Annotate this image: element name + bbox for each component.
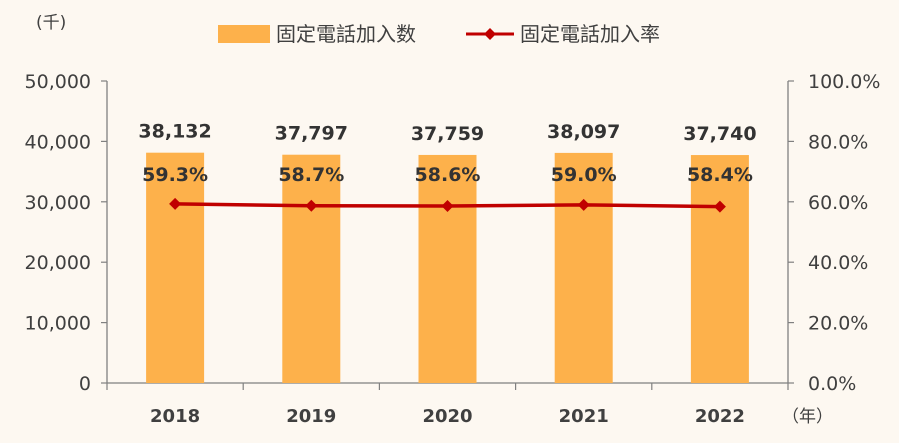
- line-value-label: 59.0%: [551, 164, 617, 186]
- right-axis-tick-label: 80.0%: [808, 131, 868, 153]
- legend-bar-label: 固定電話加入数: [276, 22, 416, 46]
- left-axis-tick-label: 20,000: [25, 252, 91, 274]
- bar-value-label: 37,797: [275, 123, 348, 145]
- bar-value-label: 37,740: [683, 123, 756, 145]
- left-axis-tick-label: 30,000: [25, 192, 91, 214]
- line-value-label: 58.6%: [415, 164, 481, 186]
- right-axis-tick-label: 100.0%: [808, 71, 880, 93]
- right-axis-tick-label: 60.0%: [808, 192, 868, 214]
- x-axis-unit-label: （年）: [782, 407, 833, 427]
- line-point: [169, 197, 182, 210]
- bar: [418, 154, 477, 383]
- bar: [690, 155, 749, 383]
- bar-value-label: 38,132: [138, 121, 211, 143]
- plot-area: 0 10,000 20,000 30,000 40,000 50,000 0.0% 20.0%…: [25, 71, 881, 427]
- bar: [282, 154, 341, 383]
- bar: [146, 152, 205, 383]
- line-value-label: 59.3%: [142, 164, 208, 186]
- line-point: [577, 198, 590, 211]
- left-axis-tick-label: 0: [79, 373, 91, 395]
- legend-line-label: 固定電話加入率: [520, 22, 660, 46]
- x-axis-category-label: 2018: [150, 406, 200, 427]
- line-value-label: 58.4%: [687, 164, 753, 186]
- legend-bar-swatch: [218, 25, 270, 43]
- bar-value-label: 37,759: [411, 123, 484, 145]
- left-axis-tick-label: 40,000: [25, 131, 91, 153]
- x-axis-category-label: 2019: [286, 406, 336, 427]
- legend-line-marker: [484, 28, 496, 40]
- line-point: [713, 200, 726, 213]
- x-axis-category-label: 2021: [559, 406, 609, 427]
- left-axis-tick-label: 50,000: [25, 71, 91, 93]
- line-value-label: 58.7%: [278, 164, 344, 186]
- x-axis-category-label: 2020: [422, 406, 472, 427]
- left-axis-tick-label: 10,000: [25, 313, 91, 335]
- bar-value-label: 38,097: [547, 121, 620, 143]
- bar: [554, 152, 613, 383]
- line-point: [305, 199, 318, 212]
- right-axis-tick-label: 40.0%: [808, 252, 868, 274]
- line-point: [441, 200, 454, 213]
- right-axis-tick-label: 20.0%: [808, 313, 868, 335]
- left-axis-unit-label: (千): [36, 13, 66, 33]
- x-axis-category-label: 2022: [695, 406, 745, 427]
- right-axis-tick-label: 0.0%: [808, 373, 856, 395]
